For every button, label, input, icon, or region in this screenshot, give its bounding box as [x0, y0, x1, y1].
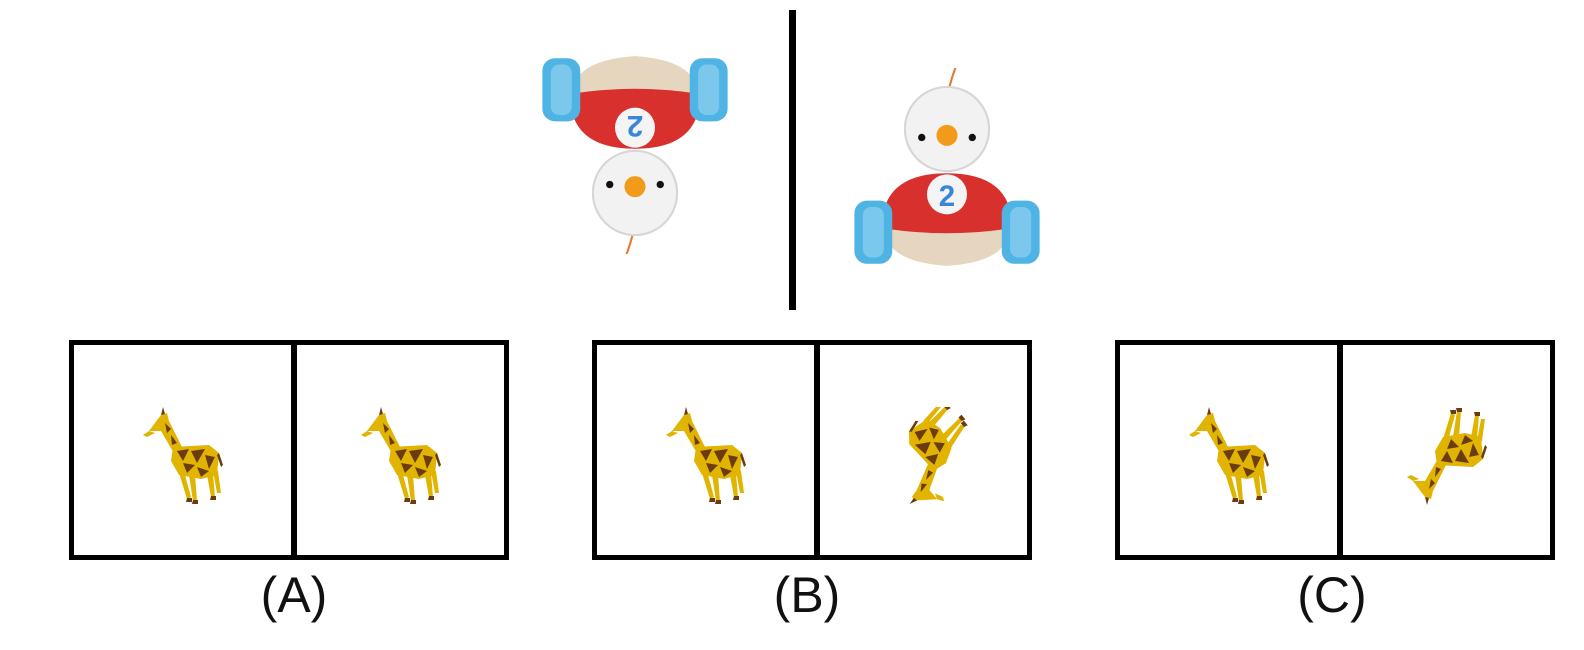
- giraffe-icon: [361, 407, 441, 504]
- option-a-left-panel: [74, 345, 291, 555]
- option-c-label[interactable]: (C): [1297, 567, 1367, 623]
- toy-car-bird-icon: [853, 68, 1041, 267]
- option-c-left-panel: [1120, 345, 1337, 555]
- option-b-left-panel: [597, 345, 814, 555]
- option-a[interactable]: [69, 340, 515, 566]
- option-divider: [291, 345, 297, 555]
- option-frame: [592, 340, 1032, 560]
- reference-pair: [0, 0, 1584, 320]
- giraffe-icon: [888, 407, 978, 507]
- giraffe-icon: [1189, 407, 1269, 504]
- option-divider: [814, 345, 820, 555]
- giraffe-icon: [1407, 408, 1487, 505]
- option-frame: [1115, 340, 1555, 560]
- giraffe-icon: [666, 407, 746, 504]
- option-b-label[interactable]: (B): [773, 567, 841, 623]
- option-b-right-panel: [820, 345, 1037, 555]
- option-frame: [69, 340, 509, 560]
- giraffe-icon: [143, 407, 223, 504]
- option-c-right-panel: [1343, 345, 1560, 555]
- toy-car-bird-icon: [541, 55, 729, 254]
- option-b[interactable]: [592, 340, 1038, 566]
- option-divider: [1337, 345, 1343, 555]
- reference-divider: [789, 10, 796, 310]
- option-a-label[interactable]: (A): [260, 567, 328, 623]
- option-a-right-panel: [297, 345, 514, 555]
- option-c[interactable]: [1115, 340, 1561, 566]
